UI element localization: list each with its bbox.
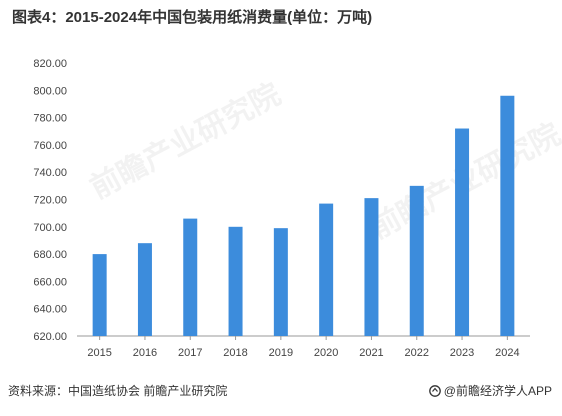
x-tick-label: 2024 <box>495 347 519 359</box>
y-tick-label: 800.00 <box>33 85 67 97</box>
x-tick-label: 2017 <box>178 347 202 359</box>
watermark-text-1: 前瞻产业研究院 <box>85 77 286 206</box>
bar-2021 <box>364 198 379 336</box>
x-tick-label: 2020 <box>314 347 338 359</box>
y-tick-label: 760.00 <box>33 140 67 152</box>
y-tick-label: 680.00 <box>33 249 67 261</box>
y-tick-label: 640.00 <box>33 304 67 316</box>
source-note: 资料来源：中国造纸协会 前瞻产业研究院 <box>8 384 228 398</box>
bar-2024 <box>500 95 515 336</box>
bar-2015 <box>92 254 107 336</box>
x-tick-label: 2022 <box>405 347 429 359</box>
x-tick-label: 2018 <box>223 347 247 359</box>
bar-2019 <box>273 228 288 336</box>
bars <box>92 95 515 336</box>
x-tick-label: 2019 <box>269 347 293 359</box>
y-tick-label: 720.00 <box>33 195 67 207</box>
y-tick-label: 700.00 <box>33 222 67 234</box>
qianzhan-logo-icon <box>428 384 441 397</box>
axes <box>77 335 530 340</box>
bar-2016 <box>137 243 152 336</box>
chart-title: 图表4：2015-2024年中国包装用纸消费量(单位：万吨) <box>12 9 373 26</box>
y-tick-label: 660.00 <box>33 276 67 288</box>
bar-2017 <box>183 218 198 336</box>
x-tick-label: 2023 <box>450 347 474 359</box>
bar-2022 <box>409 185 424 336</box>
y-tick-label: 780.00 <box>33 113 67 125</box>
y-tick-label: 620.00 <box>33 331 67 343</box>
brand-credit: @前瞻经济学人APP <box>428 382 552 399</box>
y-tick-label: 820.00 <box>33 58 67 70</box>
x-tick-label: 2021 <box>359 347 383 359</box>
y-tick-label: 740.00 <box>33 167 67 179</box>
bar-2023 <box>455 128 470 336</box>
bar-2020 <box>319 203 334 336</box>
x-tick-label: 2016 <box>133 347 157 359</box>
tick-labels: 620.00 640.00 660.00 680.00 700.00 720.00 740.… <box>33 58 519 359</box>
brand-text: @前瞻经济学人APP <box>443 384 552 398</box>
x-tick-label: 2015 <box>87 347 111 359</box>
bar-2018 <box>228 226 243 336</box>
